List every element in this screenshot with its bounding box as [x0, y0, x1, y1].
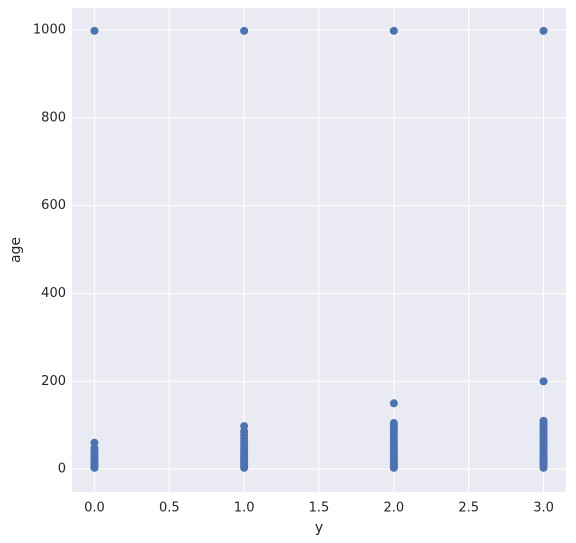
x-tick-label: 1.0 — [234, 501, 255, 516]
y-tick-label: 600 — [41, 198, 66, 213]
point — [389, 463, 398, 472]
point — [539, 377, 548, 386]
point — [539, 26, 548, 35]
x-tick-label: 1.5 — [309, 501, 330, 516]
y-tick-label: 1000 — [33, 22, 66, 37]
point — [389, 26, 398, 35]
point — [90, 463, 99, 472]
x-tick-label: 3.0 — [533, 501, 554, 516]
x-tick-label: 2.0 — [384, 501, 405, 516]
point — [539, 463, 548, 472]
point — [90, 26, 99, 35]
x-axis-label: y — [315, 520, 323, 536]
point — [240, 463, 249, 472]
y-tick-label: 800 — [41, 110, 66, 125]
point — [240, 26, 249, 35]
point — [389, 399, 398, 408]
x-tick-label: 0.5 — [159, 501, 180, 516]
y-tick-label: 0 — [58, 462, 66, 477]
x-tick-label: 2.5 — [458, 501, 479, 516]
y-tick-label: 400 — [41, 286, 66, 301]
y-tick-label: 200 — [41, 374, 66, 389]
x-tick-label: 0.0 — [84, 501, 105, 516]
y-axis-label: age — [8, 237, 24, 263]
